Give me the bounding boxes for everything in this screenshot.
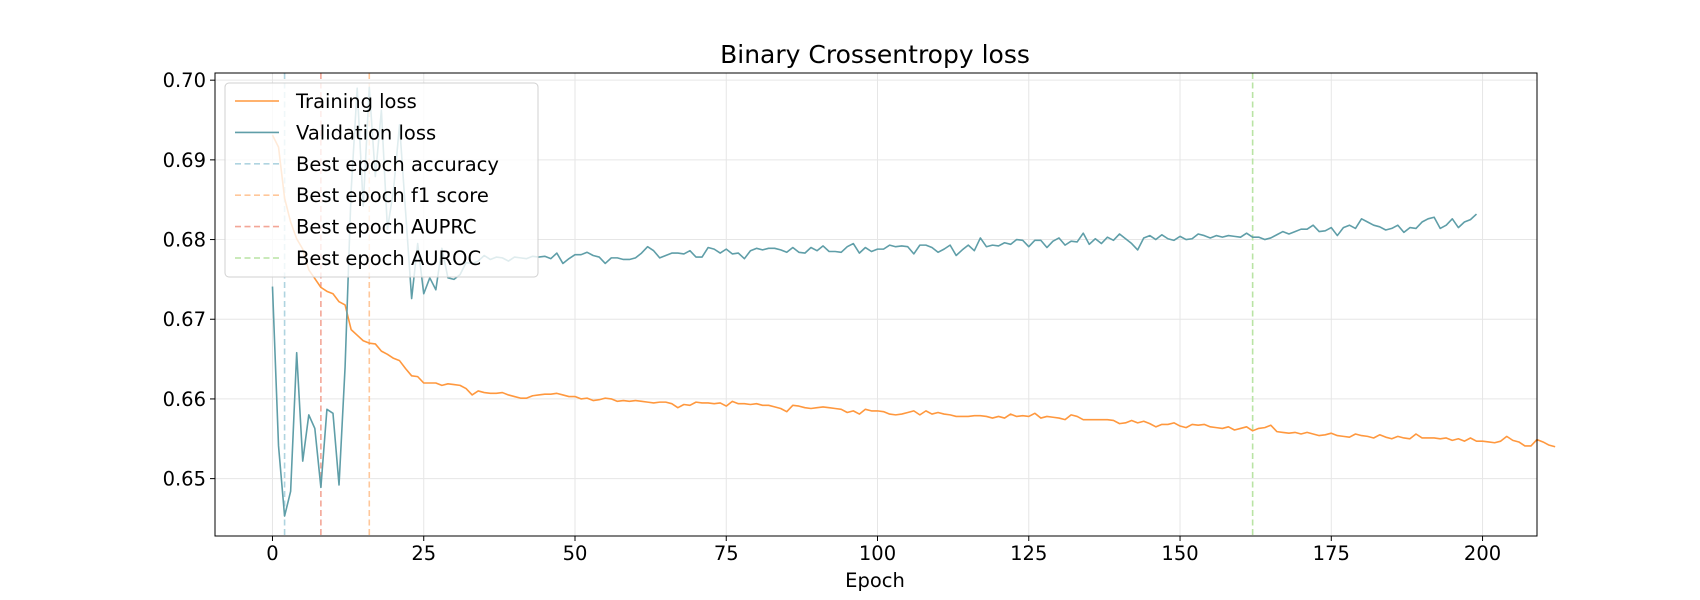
x-tick-label: 175: [1313, 542, 1350, 565]
y-tick-label: 0.65: [163, 468, 206, 491]
legend: Training loss Validation loss Best epoch a…: [224, 82, 539, 278]
x-axis-label: Epoch: [845, 569, 905, 592]
y-tick-label: 0.68: [163, 229, 206, 252]
x-axis-ticks: 0 25 50 75 100 125 150 175 200: [266, 536, 1501, 565]
legend-label: Training loss: [295, 90, 417, 113]
legend-label: Validation loss: [296, 121, 436, 144]
x-tick-label: 100: [859, 542, 896, 565]
x-tick-label: 150: [1161, 542, 1198, 565]
plot-frame: [214, 72, 1538, 537]
legend-frame: [224, 82, 539, 278]
series-training-loss: [271, 134, 1556, 448]
legend-label: Best epoch AUROC: [296, 247, 481, 270]
legend-label: Best epoch AUPRC: [296, 216, 477, 239]
y-tick-label: 0.67: [163, 308, 206, 331]
x-tick-label: 75: [714, 542, 739, 565]
legend-label: Best epoch f1 score: [296, 184, 489, 207]
chart-title: Binary Crossentropy loss: [720, 40, 1030, 69]
legend-label: Best epoch accuracy: [296, 153, 499, 176]
x-tick-label: 0: [266, 542, 278, 565]
x-tick-label: 25: [411, 542, 436, 565]
y-tick-label: 0.70: [163, 69, 206, 92]
x-tick-label: 200: [1464, 542, 1501, 565]
grid: [215, 73, 1537, 536]
x-tick-label: 125: [1010, 542, 1047, 565]
y-axis-ticks: 0.65 0.66 0.67 0.68 0.69 0.70: [163, 69, 215, 491]
x-tick-label: 50: [563, 542, 588, 565]
y-tick-label: 0.69: [163, 149, 206, 172]
y-tick-label: 0.66: [163, 388, 206, 411]
